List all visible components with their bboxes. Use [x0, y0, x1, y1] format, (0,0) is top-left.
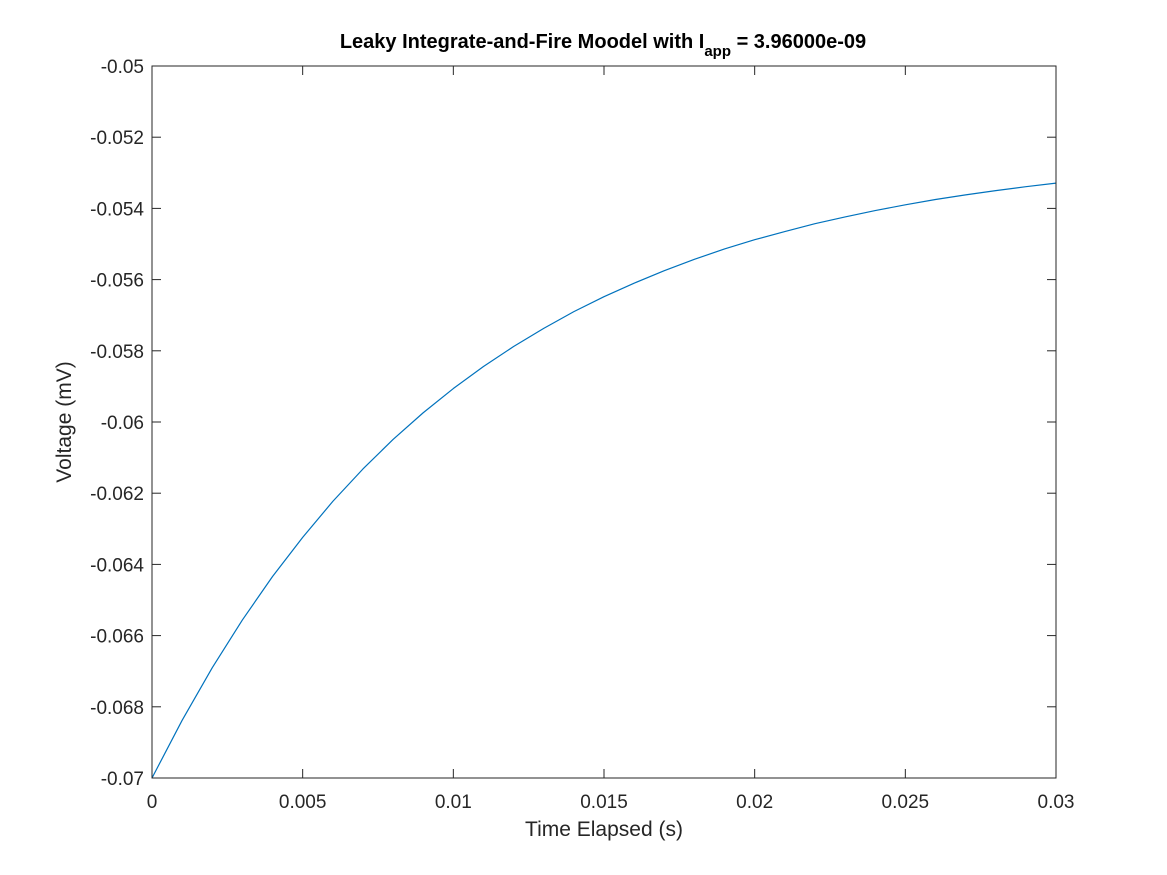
y-tick-label: -0.064	[90, 555, 144, 576]
data-line-layer	[151, 182, 1057, 779]
y-tick-label: -0.05	[101, 57, 144, 78]
y-tick-label: -0.068	[90, 698, 144, 719]
y-tick-label: -0.054	[90, 199, 144, 220]
x-tick-label: 0.025	[882, 792, 930, 813]
x-tick-label: 0.03	[1038, 792, 1075, 813]
chart-title: Leaky Integrate-and-Fire Moodel with Iap…	[340, 31, 866, 60]
x-axis-label: Time Elapsed (s)	[525, 818, 683, 841]
x-tick-label: 0.02	[736, 792, 773, 813]
y-tick-label: -0.066	[90, 627, 144, 648]
x-tick-label: 0.015	[580, 792, 628, 813]
x-axis-ticks: 0 0.005 0.01 0.015 0.02 0.025 0.03	[147, 66, 1075, 813]
y-axis-ticks: -0.07 -0.068 -0.066 -0.064 -0.062 -0.06 -0.058…	[90, 57, 1056, 790]
y-tick-label: -0.056	[90, 271, 144, 292]
y-tick-label: -0.07	[101, 769, 144, 790]
y-tick-label: -0.062	[90, 484, 144, 505]
x-tick-label: 0	[147, 792, 158, 813]
x-tick-label: 0.01	[435, 792, 472, 813]
y-tick-label: -0.06	[101, 413, 144, 434]
y-tick-label: -0.052	[90, 128, 144, 149]
plot-area	[152, 66, 1056, 778]
voltage-series-line	[151, 182, 1057, 779]
x-tick-label: 0.005	[279, 792, 327, 813]
y-axis-label: Voltage (mV)	[53, 361, 76, 482]
y-tick-label: -0.058	[90, 342, 144, 363]
